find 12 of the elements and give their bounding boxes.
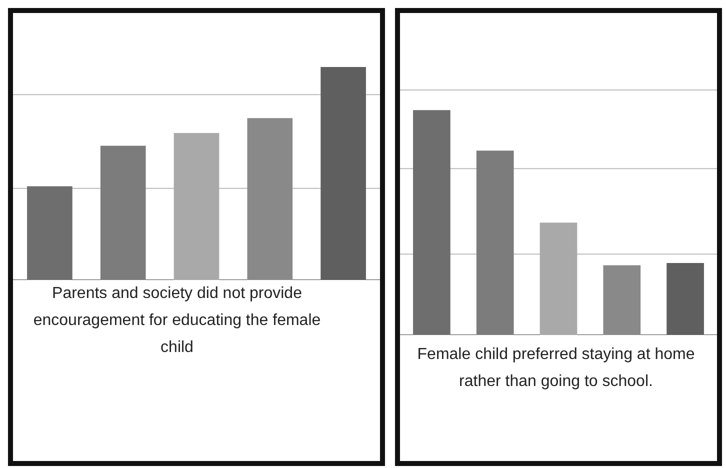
- bar: [476, 150, 514, 335]
- bar: [100, 146, 146, 280]
- x-axis-title: Female child preferred staying at home rather than going to school.: [416, 345, 696, 392]
- bar: [413, 110, 450, 335]
- bar: [247, 118, 293, 280]
- bar: [174, 133, 220, 280]
- bar: [540, 222, 578, 335]
- bar: [666, 263, 704, 335]
- x-axis-title: Parents and society did not provide encouragement for educating the female child: [32, 284, 322, 358]
- bar: [27, 186, 72, 280]
- bar: [603, 265, 641, 335]
- bar: [320, 66, 366, 280]
